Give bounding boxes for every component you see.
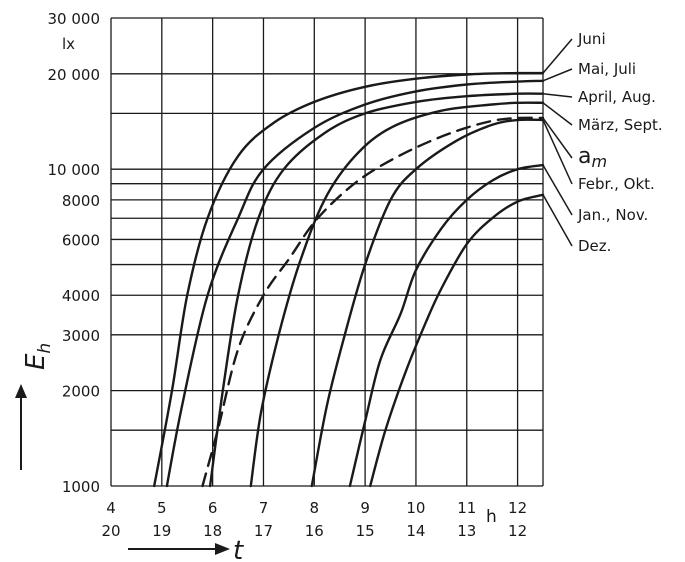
y-tick-label: 2000 bbox=[62, 383, 100, 401]
series-0-line bbox=[153, 71, 545, 488]
x-tick-label-morning: 10 bbox=[406, 499, 425, 517]
x-axis-symbol: t bbox=[233, 536, 244, 562]
series-7-line bbox=[369, 193, 545, 488]
series-2-line bbox=[208, 92, 545, 488]
legend-labels: Juni Mai, Juli April, Aug. März, Sept. am Feb… bbox=[542, 30, 663, 255]
series-1-line bbox=[165, 79, 545, 488]
y-tick-label: 20 000 bbox=[48, 66, 101, 84]
curves bbox=[153, 71, 545, 488]
legend-label: am bbox=[578, 144, 607, 171]
x-tick-label-afternoon: 13 bbox=[457, 522, 476, 540]
y-tick-label: 10 000 bbox=[48, 161, 101, 179]
x-tick-label-morning: 9 bbox=[360, 499, 370, 517]
y-tick-label: 1000 bbox=[62, 478, 100, 496]
x-tick-label-morning: 6 bbox=[208, 499, 218, 517]
series-6-line bbox=[348, 163, 545, 488]
x-tick-label-morning: 11 bbox=[457, 499, 476, 517]
series-5-line bbox=[310, 118, 545, 488]
legend-label: März, Sept. bbox=[578, 116, 663, 134]
x-axis-label: t bbox=[128, 536, 244, 562]
x-tick-label-morning: 5 bbox=[157, 499, 167, 517]
x-tick-label-afternoon: 12 bbox=[508, 522, 527, 540]
legend-leader-line bbox=[542, 102, 573, 126]
legend-leader-line bbox=[542, 119, 573, 185]
x-tick-label-morning: 8 bbox=[310, 499, 320, 517]
legend-label: Jan., Nov. bbox=[577, 206, 648, 224]
x-tick-label-morning: 12 bbox=[508, 499, 527, 517]
legend-label: Juni bbox=[577, 30, 606, 48]
y-tick-label: 3000 bbox=[62, 327, 100, 345]
x-tick-label-afternoon: 19 bbox=[152, 522, 171, 540]
x-tick-label-afternoon: 14 bbox=[406, 522, 425, 540]
x-tick-label-afternoon: 17 bbox=[254, 522, 273, 540]
y-axis-subscript: h bbox=[35, 343, 55, 354]
svg-text:Eh: Eh bbox=[21, 343, 55, 370]
legend-leader-line bbox=[542, 117, 573, 159]
legend-leader-line bbox=[542, 194, 573, 247]
x-tick-label-morning: 4 bbox=[106, 499, 116, 517]
legend-leader-line bbox=[542, 38, 573, 74]
y-tick-label: 6000 bbox=[62, 231, 100, 249]
grid bbox=[110, 17, 544, 487]
legend-leader-line bbox=[542, 68, 573, 82]
x-tick-label-morning: 7 bbox=[259, 499, 269, 517]
x-tick-labels: 4 5 6 7 8 9 10 11 12 20 19 18 17 16 15 14 13 12 bbox=[101, 499, 527, 540]
y-tick-label: 30 000 bbox=[48, 10, 101, 28]
legend-label: Febr., Okt. bbox=[578, 175, 655, 193]
legend-label: Mai, Juli bbox=[578, 60, 636, 78]
y-tick-label: 8000 bbox=[62, 192, 100, 210]
legend-label: Dez. bbox=[578, 237, 611, 255]
x-tick-label-afternoon: 18 bbox=[203, 522, 222, 540]
legend-label: April, Aug. bbox=[578, 88, 656, 106]
x-tick-label-afternoon: 16 bbox=[305, 522, 324, 540]
series-3-line bbox=[249, 101, 545, 488]
legend-leader-line bbox=[542, 93, 573, 98]
y-axis-symbol: E bbox=[21, 353, 51, 370]
x-tick-label-afternoon: 15 bbox=[356, 522, 375, 540]
y-tick-labels: 1000 2000 3000 4000 6000 8000 10 000 20 000 30 0… bbox=[48, 10, 101, 496]
y-unit-label: lx bbox=[62, 35, 75, 53]
legend-leader-line bbox=[542, 164, 573, 216]
series-4-line bbox=[201, 116, 545, 488]
y-axis-label: Eh bbox=[15, 343, 55, 470]
y-tick-label: 4000 bbox=[62, 287, 100, 305]
x-unit-label: h bbox=[486, 507, 497, 527]
x-tick-label-afternoon: 20 bbox=[101, 522, 120, 540]
